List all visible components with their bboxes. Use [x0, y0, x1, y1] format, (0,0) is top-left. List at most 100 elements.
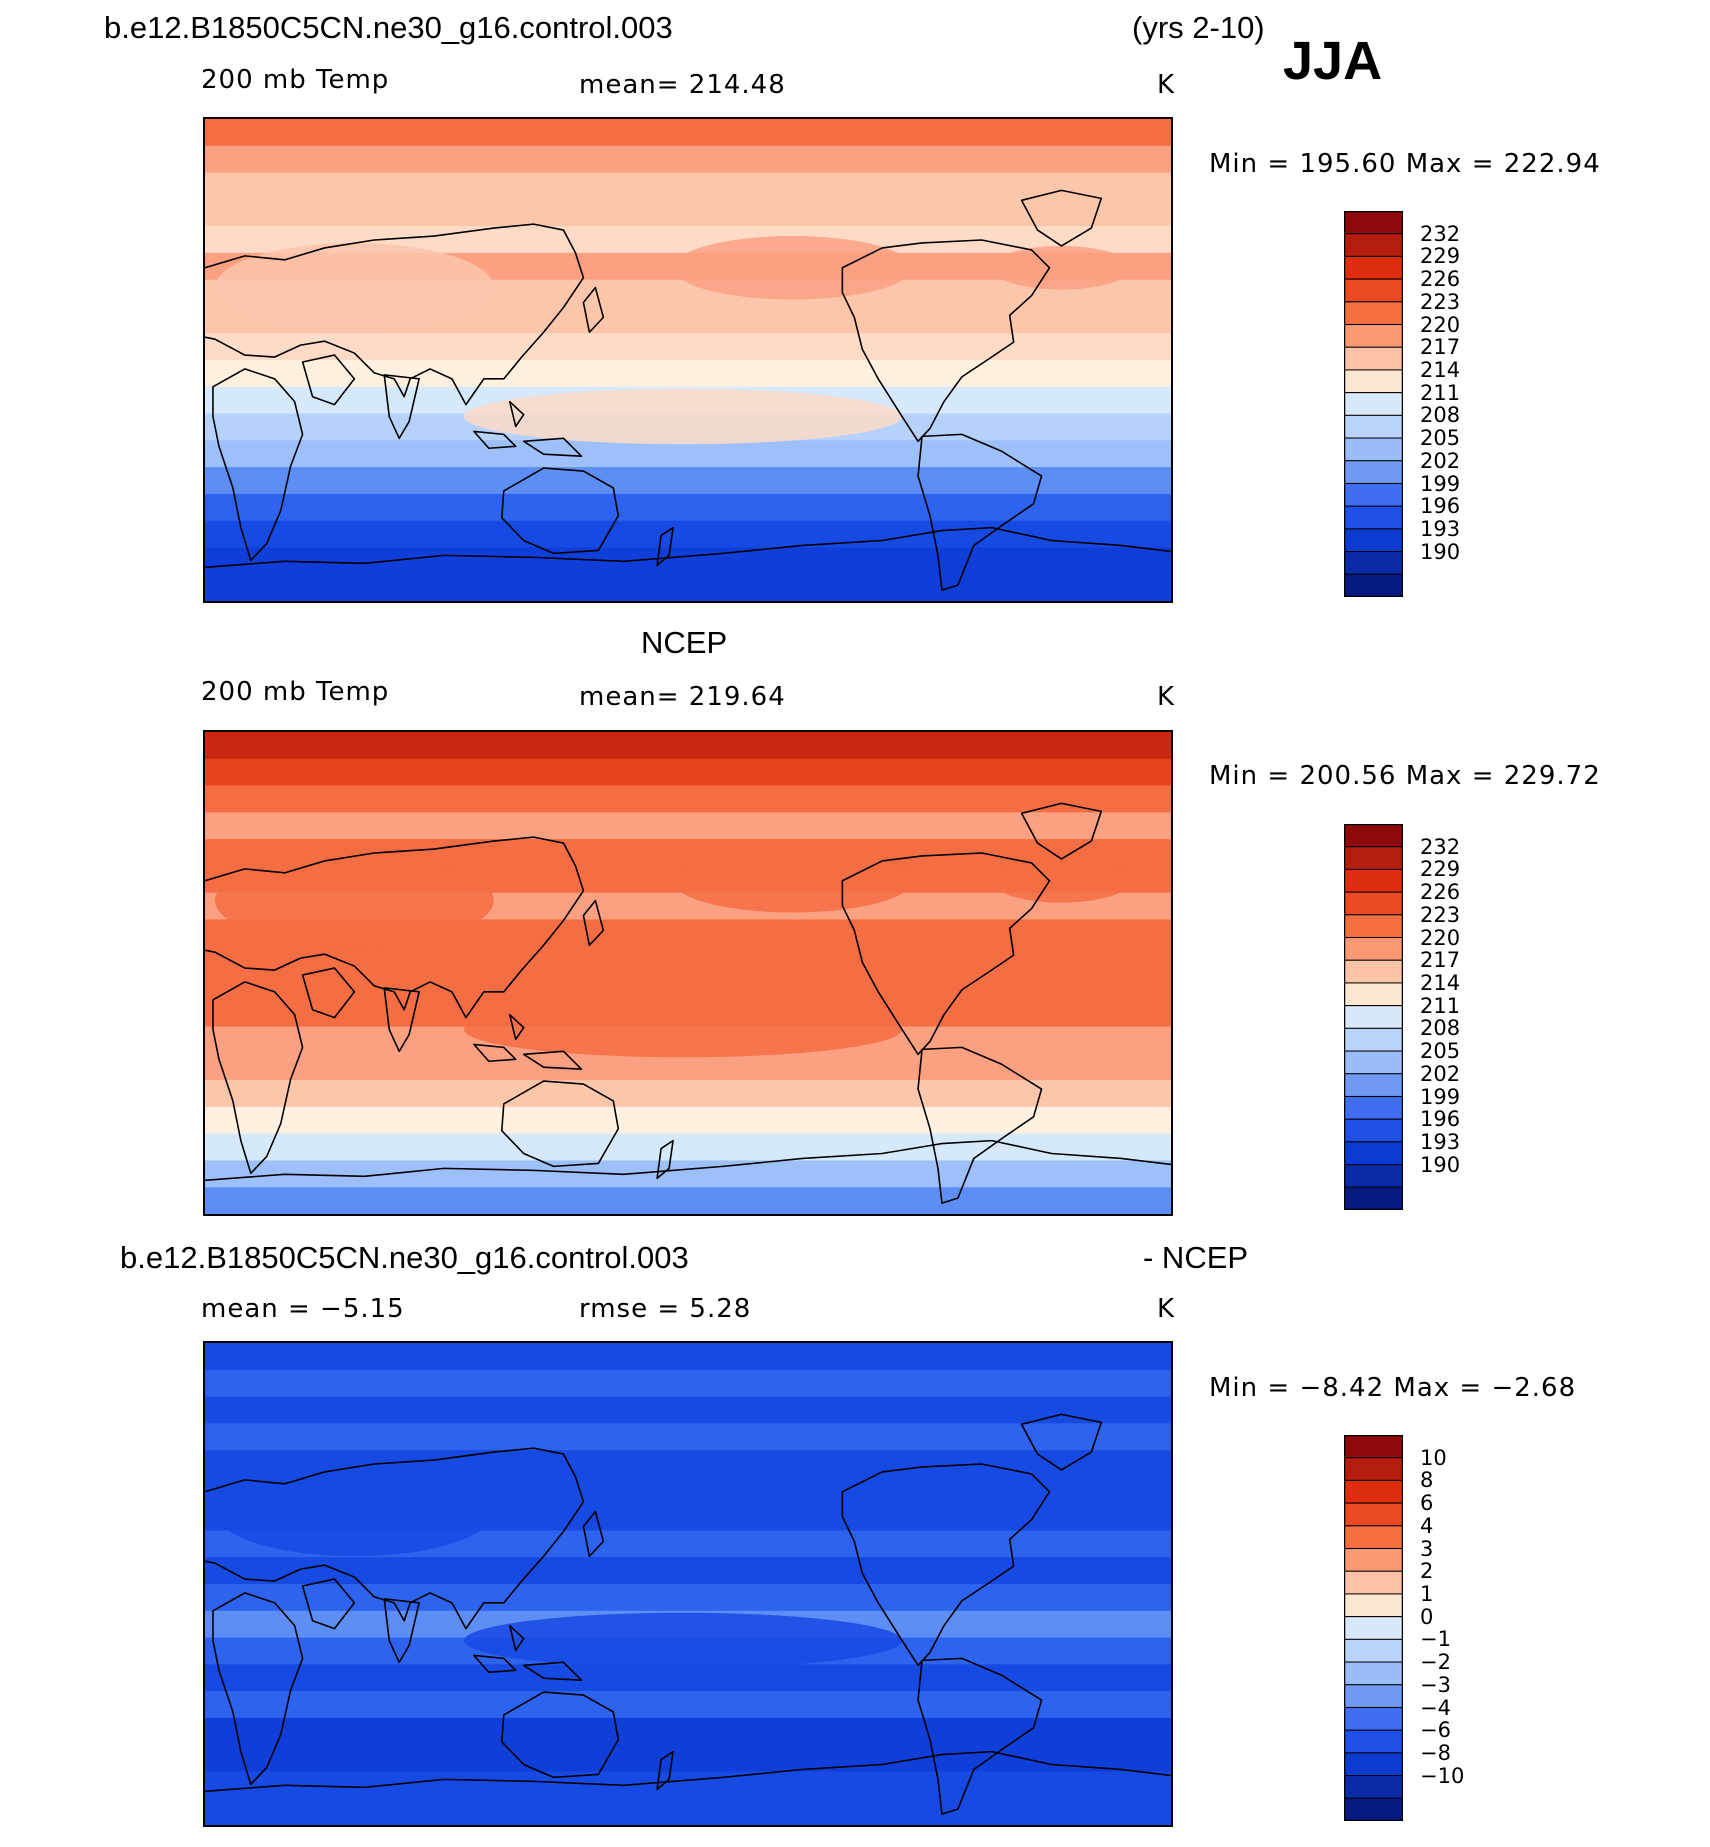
panel3-colorbar [1344, 1435, 1403, 1821]
coastline [582, 899, 605, 947]
colorbar-segment [1344, 1775, 1403, 1799]
colorbar-label: 223 [1420, 902, 1461, 927]
colorbar-segment [1344, 1706, 1403, 1731]
field-band [205, 1187, 1171, 1214]
field-band [205, 1798, 1171, 1825]
colorbar-segment [1344, 278, 1403, 303]
years-label: (yrs 2-10) [1132, 10, 1265, 45]
colorbar-label: 196 [1420, 1107, 1461, 1132]
coastline [1020, 802, 1103, 860]
colorbar-segment [1344, 1729, 1403, 1754]
field-blob [673, 849, 913, 913]
field-band [205, 1717, 1171, 1746]
colorbar-label: 190 [1420, 539, 1461, 564]
colorbar-label: −10 [1420, 1763, 1465, 1788]
panel2-units: K [1157, 682, 1176, 712]
colorbar-label: 190 [1420, 1152, 1461, 1177]
colorbar-segment [1344, 346, 1403, 371]
colorbar-label: 10 [1420, 1445, 1447, 1470]
coastline [841, 239, 1051, 443]
field-band [205, 467, 1171, 495]
colorbar-label: −1 [1420, 1627, 1451, 1652]
colorbar-segment [1344, 1095, 1403, 1120]
colorbar-label: 232 [1420, 221, 1461, 246]
field-band [205, 1133, 1171, 1162]
season-label: JJA [1283, 31, 1383, 91]
coastline [205, 1447, 585, 1630]
field-band [205, 1423, 1171, 1452]
colorbar-label: 211 [1420, 380, 1461, 405]
field-band [205, 145, 1171, 174]
colorbar-frame [1344, 211, 1403, 597]
colorbar-label: 2 [1420, 1559, 1434, 1584]
coastline [383, 374, 420, 440]
colorbar-segment [1344, 1797, 1403, 1821]
colorbar-label: 202 [1420, 1061, 1461, 1086]
coastline [383, 1598, 420, 1664]
colorbar-label: −3 [1420, 1672, 1451, 1697]
panel3-colorbar-labels: 10 8 6 4 3 2 1 0 −1 −2 −3 −4 −6 −8 −10 [1420, 1435, 1540, 1821]
colorbar-segment [1344, 482, 1403, 507]
colorbar-label: 0 [1420, 1604, 1434, 1629]
field-band [205, 574, 1171, 601]
panel2-colorbar [1344, 824, 1403, 1210]
coastline [582, 1510, 605, 1558]
coastline [473, 1013, 583, 1070]
field-band [205, 1396, 1171, 1425]
field-band [205, 758, 1171, 787]
coastline [473, 400, 583, 457]
field-band [205, 732, 1171, 760]
panel3-rmse: rmse = 5.28 [579, 1294, 752, 1324]
field-band [205, 1343, 1171, 1371]
panel1-map [203, 117, 1173, 603]
field-blob [673, 236, 913, 300]
panel2-colorbar-labels: 232 229 226 223 220 217 214 211 208 205 202 199 196 1… [1420, 824, 1540, 1210]
colorbar-label: 3 [1420, 1536, 1434, 1561]
field-band [205, 1744, 1171, 1773]
colorbar-segment [1344, 211, 1403, 235]
colorbar-label: 226 [1420, 267, 1461, 292]
coastline [205, 526, 1171, 569]
field-band [205, 1080, 1171, 1108]
coastline [841, 1463, 1051, 1667]
colorbar-label: 8 [1420, 1468, 1434, 1493]
colorbar-label: 196 [1420, 494, 1461, 519]
field-band [205, 1160, 1171, 1189]
field-blob [991, 1469, 1132, 1514]
colorbar-label: −6 [1420, 1718, 1451, 1743]
colorbar-label: −8 [1420, 1740, 1451, 1765]
colorbar-segment [1344, 392, 1403, 416]
colorbar-label: 6 [1420, 1491, 1434, 1516]
colorbar-segment [1344, 1073, 1403, 1097]
colorbar-segment [1344, 1684, 1403, 1708]
colorbar-segment [1344, 505, 1403, 530]
coastline [383, 987, 420, 1053]
panel1-variable: 200 mb Temp [201, 65, 390, 95]
coastline [205, 223, 585, 406]
coastline [301, 967, 356, 1019]
colorbar-segment [1344, 551, 1403, 575]
panel2-map-field [205, 732, 1171, 1214]
field-band [205, 1557, 1171, 1585]
field-band [205, 1106, 1171, 1135]
colorbar-label: 217 [1420, 948, 1461, 973]
field-band [205, 119, 1171, 147]
coastline [473, 1624, 583, 1681]
coastline [656, 526, 674, 567]
colorbar-segment [1344, 1164, 1403, 1188]
panel2-title: NCEP [641, 625, 728, 660]
panel1-mean: mean= 214.48 [579, 70, 786, 100]
colorbar-segment [1344, 1570, 1403, 1595]
colorbar-label: 4 [1420, 1513, 1434, 1538]
field-band [205, 1053, 1171, 1082]
panel1-colorbar-labels: 232 229 226 223 220 217 214 211 208 205 202 199 196 1… [1420, 211, 1540, 597]
panel1-colorbar [1344, 211, 1403, 597]
colorbar-label: 1 [1420, 1581, 1434, 1606]
colorbar-segment [1344, 233, 1403, 257]
panel1-units: K [1157, 70, 1176, 100]
colorbar-segment [1344, 937, 1403, 961]
panel3-title: b.e12.B1850C5CN.ne30_g16.control.003 [120, 1240, 689, 1275]
colorbar-segment [1344, 846, 1403, 870]
field-band [205, 333, 1171, 361]
colorbar-segment [1344, 1027, 1403, 1052]
